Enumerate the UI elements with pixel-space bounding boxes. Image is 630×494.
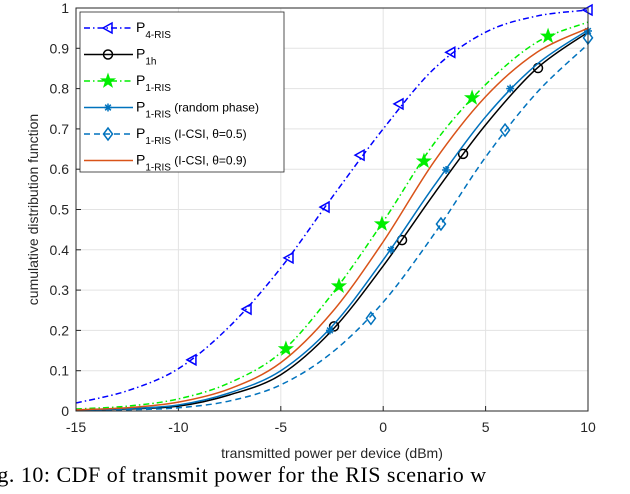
y-tick-label: 0.8 <box>50 81 70 97</box>
star-marker <box>277 340 295 356</box>
series-line <box>75 9 589 404</box>
legend-label: P1-RIS <box>136 72 171 94</box>
asterisk-marker <box>104 104 112 111</box>
series-2 <box>75 21 589 410</box>
asterisk-marker <box>387 246 395 254</box>
star-marker <box>415 152 433 169</box>
x-tick-label: -10 <box>168 419 188 435</box>
legend: P4-RIS P1h P1-RIS P1-RIS (random phase) P1-R… <box>79 11 285 174</box>
legend-label: P1-RIS (I-CSI, θ=0.9) <box>136 152 247 174</box>
legend-item: P1-RIS <box>84 72 171 94</box>
x-axis-label: transmitted power per device (dBm) <box>221 445 443 461</box>
legend-box <box>79 11 285 173</box>
star-marker <box>463 89 481 105</box>
y-tick-label: 0.7 <box>50 121 70 137</box>
figure-caption: Fig. 10: CDF of transmit power for the R… <box>0 462 487 487</box>
x-tick-label: 10 <box>580 419 596 435</box>
y-tick-label: 0 <box>61 403 69 419</box>
series-line <box>75 29 589 411</box>
legend-label: P4-RIS <box>136 19 171 41</box>
legend-label: P1-RIS (random phase) <box>136 99 259 121</box>
triangle-marker <box>240 302 252 316</box>
triangle-marker <box>185 353 197 367</box>
legend-label: P1h <box>136 46 156 68</box>
triangle-marker <box>353 148 365 162</box>
star-marker <box>373 215 391 231</box>
triangle-marker <box>282 251 294 265</box>
circle-marker <box>328 321 340 332</box>
star-marker <box>99 72 117 88</box>
series-line <box>75 27 589 411</box>
diamond-marker <box>435 216 447 232</box>
legend-item: P1-RIS (I-CSI, θ=0.5) <box>84 125 247 147</box>
axes-box <box>75 7 589 412</box>
series-line <box>75 43 589 412</box>
y-tick-label: 0.2 <box>50 322 70 338</box>
legend-label: P1-RIS (I-CSI, θ=0.5) <box>136 125 247 147</box>
diamond-marker <box>499 122 511 138</box>
legend-item: P1-RIS (I-CSI, θ=0.9) <box>84 152 247 174</box>
triangle-marker <box>101 21 113 35</box>
x-tick-label: 0 <box>379 419 387 435</box>
y-tick-label: 0.1 <box>50 363 70 379</box>
diamond-marker <box>102 126 114 142</box>
y-axis-label: cumulative distribution function <box>25 114 41 305</box>
legend-item: P4-RIS <box>84 19 171 41</box>
asterisk-marker <box>442 166 450 174</box>
triangle-marker <box>444 46 456 59</box>
y-tick-label: 0.4 <box>50 242 70 258</box>
series-line <box>75 31 589 411</box>
series-5 <box>75 27 589 411</box>
x-tick-label: -5 <box>275 419 288 435</box>
legend-item: P1-RIS (random phase) <box>84 99 259 121</box>
y-tick-label: 0.5 <box>50 202 70 218</box>
diamond-marker <box>365 311 377 326</box>
y-tick-label: 1 <box>61 0 69 16</box>
star-marker <box>539 27 557 44</box>
legend-item: P1h <box>84 46 156 68</box>
star-marker <box>330 277 348 293</box>
circle-marker <box>102 49 114 60</box>
triangle-marker <box>392 97 404 111</box>
y-tick-label: 0.3 <box>50 282 70 298</box>
y-tick-label: 0.6 <box>50 161 70 177</box>
asterisk-marker <box>326 327 334 334</box>
x-tick-label: -15 <box>66 419 86 435</box>
x-tick-label: 5 <box>482 419 490 435</box>
triangle-marker <box>318 200 330 214</box>
y-tick-label: 0.9 <box>50 40 70 56</box>
circle-marker <box>457 148 469 160</box>
series-4 <box>75 30 594 412</box>
asterisk-marker <box>506 85 514 92</box>
